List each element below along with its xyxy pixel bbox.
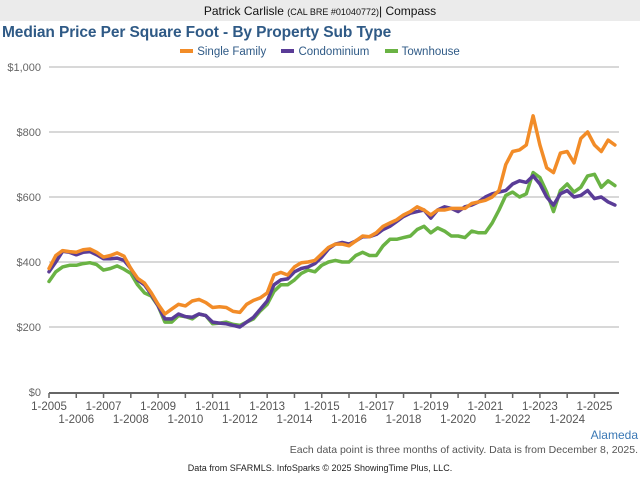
x-tick-label: 1-2008 (113, 414, 149, 426)
legend-swatch-single-family (180, 48, 194, 53)
series-line-single-family (47, 114, 617, 316)
x-tick-label: 1-2022 (495, 414, 531, 426)
legend-item-condominium[interactable]: Condominium (281, 46, 369, 58)
x-tick-label: 1-2010 (167, 414, 203, 426)
brokerage-name: Compass (385, 4, 437, 18)
y-tick-label: $600 (17, 192, 41, 204)
y-tick-label: $400 (17, 257, 41, 269)
legend-label: Condominium (298, 46, 370, 58)
x-tick-label: 1-2006 (58, 414, 94, 426)
y-axis-labels: $0 $200 $400 $600 $800 $1,000 (7, 62, 41, 399)
x-tick-label: 1-2009 (140, 401, 176, 413)
chart-title: Median Price Per Square Foot - By Proper… (2, 24, 392, 41)
line-chart: $0$200$400$600$800$1,000 1-20051-20061-2… (7, 62, 619, 426)
x-tick-label: 1-2021 (467, 401, 503, 413)
x-tick-label: 1-2018 (386, 414, 422, 426)
x-tick-label: 1-2020 (440, 414, 476, 426)
agent-header: Patrick Carlisle (CAL BRE #01040772)| Co… (0, 0, 640, 21)
legend-swatch-townhouse (384, 48, 398, 53)
data-source: Data from SFARMLS. InfoSparks © 2025 Sho… (187, 463, 453, 473)
series-line-condominium (47, 174, 617, 329)
x-tick-label: 1-2011 (195, 401, 230, 413)
x-tick-label: 1-2015 (304, 401, 340, 413)
x-tick-label: 1-2025 (577, 401, 613, 413)
series-lines (47, 114, 617, 329)
legend-label: Townhouse (401, 46, 460, 58)
x-tick-label: 1-2023 (522, 401, 558, 413)
y-tick-label: $0 (29, 387, 41, 399)
x-tick-label: 1-2005 (31, 401, 67, 413)
y-tick-label: $1,000 (7, 62, 41, 74)
legend-label: Single Family (197, 46, 267, 58)
region-label: Alameda (590, 428, 638, 442)
y-tick-label: $200 (17, 322, 41, 334)
x-tick-label: 1-2013 (249, 401, 285, 413)
agent-name: Patrick Carlisle (203, 4, 284, 18)
chart-legend: Single Family Condominium Townhouse (0, 46, 640, 58)
data-note: Each data point is three months of activ… (289, 444, 638, 456)
y-tick-label: $800 (17, 127, 41, 139)
series-line-townhouse (47, 170, 617, 328)
x-tick-label: 1-2007 (86, 401, 122, 413)
x-tick-label: 1-2014 (277, 414, 313, 426)
x-tick-label: 1-2024 (549, 414, 585, 426)
grid-lines (49, 66, 619, 328)
header-separator: | (378, 4, 383, 18)
legend-item-townhouse[interactable]: Townhouse (384, 46, 460, 58)
x-tick-label: 1-2017 (358, 401, 394, 413)
legend-item-single-family[interactable]: Single Family (180, 46, 266, 58)
legend-swatch-condominium (281, 48, 295, 53)
x-tick-label: 1-2019 (413, 401, 449, 413)
x-tick-label: 1-2012 (222, 414, 258, 426)
x-axis: 1-20051-20061-20071-20081-20091-20101-20… (31, 392, 619, 426)
agent-license: (CAL BRE #01040772) (287, 7, 379, 17)
x-tick-label: 1-2016 (331, 414, 367, 426)
